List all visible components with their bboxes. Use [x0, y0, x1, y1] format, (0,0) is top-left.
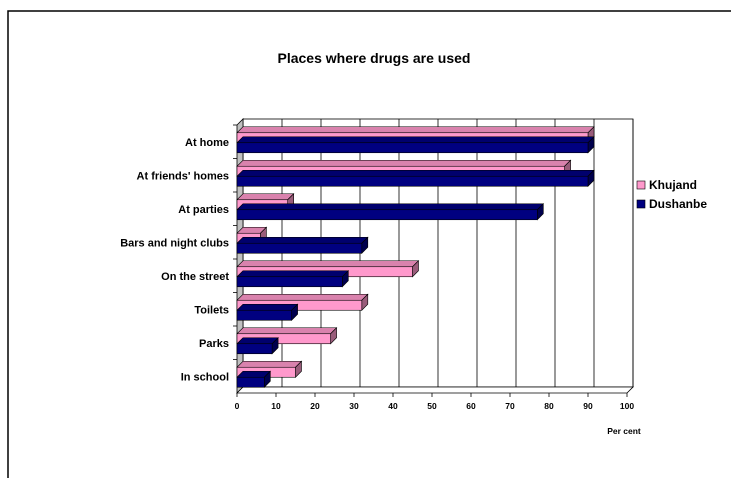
x-tick-label: 0 — [235, 401, 240, 411]
x-tick-label: 10 — [271, 401, 281, 411]
x-tick-label: 40 — [388, 401, 398, 411]
legend-label-dushanbe: Dushanbe — [649, 197, 707, 211]
bar-in-school-dushanbe — [236, 376, 265, 388]
bar-top-at-home-dushanbe — [236, 136, 595, 144]
category-label: Toilets — [194, 304, 229, 316]
x-tick-label: 50 — [427, 401, 437, 411]
category-label: In school — [181, 371, 229, 383]
bar-on-the-street-dushanbe — [236, 276, 343, 288]
category-label: At home — [185, 137, 229, 149]
legend-swatch-khujand — [636, 180, 646, 190]
bar-top-at-home-khujand — [236, 126, 595, 134]
bar-top-parks-khujand — [236, 327, 338, 335]
bar-top-toilets-dushanbe — [236, 303, 299, 311]
category-label: Bars and night clubs — [120, 237, 229, 249]
plot-area: At home At friends' homes At parties Bars a… — [120, 118, 724, 411]
legend-box — [634, 177, 724, 213]
bar-top-toilets-khujand — [236, 293, 369, 301]
x-tick-label: 60 — [466, 401, 476, 411]
bar-parks-dushanbe — [236, 343, 273, 355]
bar-top-at-parties-dushanbe — [236, 203, 545, 211]
x-axis-label: Per cent — [607, 426, 641, 436]
bar-bars-and-night-clubs-dushanbe — [236, 242, 363, 254]
bar-top-on-the-street-dushanbe — [236, 270, 350, 278]
category-label: Parks — [199, 338, 229, 350]
floor — [236, 386, 634, 394]
bar-at-home-dushanbe — [236, 142, 589, 154]
chart-title: Places where drugs are used — [278, 50, 471, 66]
category-label: On the street — [161, 271, 229, 283]
bar-toilets-khujand — [236, 299, 363, 311]
bar-top-parks-dushanbe — [236, 337, 279, 345]
bar-top-at-parties-khujand — [236, 193, 295, 201]
bar-at-parties-dushanbe — [236, 209, 538, 221]
bar-at-friends-homes-dushanbe — [236, 175, 589, 187]
category-label: At parties — [178, 204, 229, 216]
bar-top-in-school-khujand — [236, 360, 303, 368]
x-tick-label: 20 — [310, 401, 320, 411]
x-tick-label: 30 — [349, 401, 359, 411]
x-tick-label: 80 — [544, 401, 554, 411]
bar-top-on-the-street-khujand — [236, 260, 420, 268]
bar-top-bars-and-night-clubs-dushanbe — [236, 236, 369, 244]
bar-parks-khujand — [236, 333, 331, 345]
category-label: At friends' homes — [137, 170, 229, 182]
bar-top-at-friends-homes-dushanbe — [236, 169, 595, 177]
x-tick-label: 70 — [505, 401, 515, 411]
x-tick-label: 100 — [620, 401, 634, 411]
bar-toilets-dushanbe — [236, 309, 292, 321]
bar-top-at-friends-homes-khujand — [236, 159, 572, 167]
legend-label-khujand: Khujand — [649, 178, 697, 192]
x-tick-label: 90 — [583, 401, 593, 411]
legend-swatch-dushanbe — [636, 199, 646, 209]
